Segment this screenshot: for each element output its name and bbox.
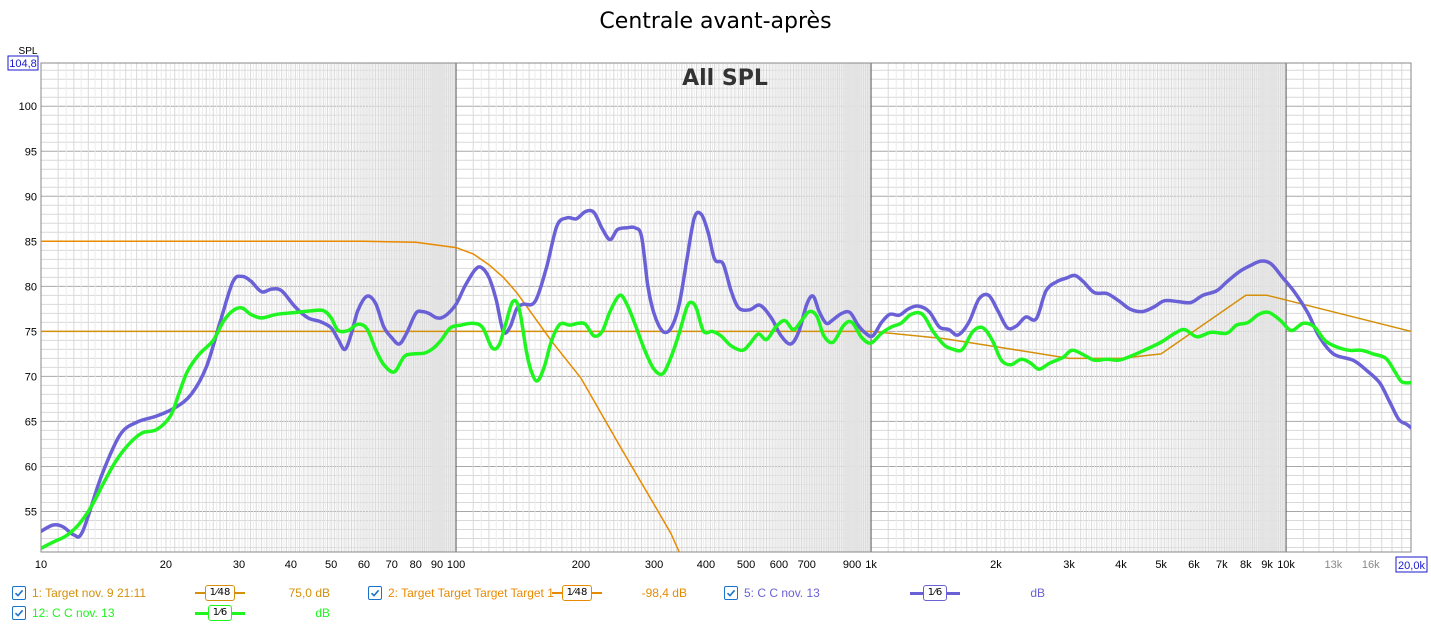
x-tick-label: 90 bbox=[431, 559, 443, 571]
x-tick-label: 4k bbox=[1115, 559, 1127, 571]
series-line-2 bbox=[41, 240, 680, 552]
chart-grid bbox=[40, 62, 1412, 553]
legend-checkbox[interactable] bbox=[12, 606, 26, 620]
y-tick-label: 60 bbox=[25, 461, 37, 473]
legend-checkbox[interactable] bbox=[368, 586, 382, 600]
y-tick-label: 75 bbox=[25, 326, 37, 338]
y-tick-label: 85 bbox=[25, 236, 37, 248]
x-tick-label: 8k bbox=[1240, 559, 1252, 571]
y-tick-label: 90 bbox=[25, 191, 37, 203]
y-tick-label: 95 bbox=[25, 146, 37, 158]
x-tick-label: 30 bbox=[233, 559, 245, 571]
legend-name: 5: C C nov. 13 bbox=[744, 586, 820, 600]
check-icon bbox=[14, 589, 24, 597]
spl-chart[interactable]: 55 60 65 70 75 80 85 90 95 100 10 20 30 40 50 60 70 80 90… bbox=[0, 0, 1431, 583]
x-tick-label: 20 bbox=[160, 559, 172, 571]
legend-name: 2: Target Target Target Target 1 bbox=[388, 586, 554, 600]
x-tick-label: 200 bbox=[572, 559, 590, 571]
legend-checkbox[interactable] bbox=[724, 586, 738, 600]
x-tick-label: 9k bbox=[1261, 559, 1273, 571]
y-max-value: 104,8 bbox=[9, 58, 37, 70]
x-tick-label: 100 bbox=[447, 559, 465, 571]
x-tick-label: 13k bbox=[1324, 559, 1342, 571]
legend-name: 1: Target nov. 9 21:11 bbox=[32, 586, 147, 600]
legend-value: dB bbox=[1030, 586, 1045, 600]
x-tick-label: 50 bbox=[325, 559, 337, 571]
chart-legend: 1: Target nov. 9 21:11 1⁄48 75,0 dB 2: Targ… bbox=[0, 583, 1431, 625]
y-tick-label: 65 bbox=[25, 416, 37, 428]
plot-frame bbox=[40, 62, 1412, 553]
legend-item: 12: C C nov. 13 bbox=[12, 604, 115, 622]
x-tick-label: 80 bbox=[410, 559, 422, 571]
y-axis-label: SPL bbox=[19, 46, 38, 57]
series-line-1 bbox=[41, 294, 1411, 360]
x-tick-label: 60 bbox=[358, 559, 370, 571]
chart-annotation: All SPL bbox=[682, 66, 768, 91]
smoothing-control[interactable]: 1⁄6 bbox=[910, 584, 960, 602]
legend-value: 75,0 dB bbox=[288, 586, 330, 600]
series-line-3 bbox=[41, 208, 1411, 539]
legend-item: 5: C C nov. 13 bbox=[724, 584, 820, 602]
x-tick-label: 700 bbox=[798, 559, 816, 571]
x-tick-label: 2k bbox=[990, 559, 1002, 571]
x-max-box[interactable]: 20,0k bbox=[1395, 556, 1428, 573]
x-tick-label: 10k bbox=[1277, 559, 1295, 571]
smoothing-label: 1⁄48 bbox=[204, 585, 236, 601]
smoothing-control[interactable]: 1⁄48 bbox=[552, 584, 602, 602]
x-axis: 10 20 30 40 50 60 70 80 90 100 200 300 400 500 600 700 9… bbox=[35, 559, 1380, 571]
x-tick-label: 3k bbox=[1063, 559, 1075, 571]
check-icon bbox=[726, 589, 736, 597]
y-tick-label: 100 bbox=[19, 101, 37, 113]
chart-title: Centrale avant-après bbox=[599, 9, 832, 34]
x-tick-label: 7k bbox=[1216, 559, 1228, 571]
y-tick-label: 80 bbox=[25, 281, 37, 293]
x-tick-label: 500 bbox=[737, 559, 755, 571]
legend-item: 2: Target Target Target Target 1 bbox=[368, 584, 554, 602]
x-tick-label: 5k bbox=[1155, 559, 1167, 571]
chart-series bbox=[41, 208, 1411, 552]
x-tick-label: 1k bbox=[865, 559, 877, 571]
smoothing-control[interactable]: 1⁄48 bbox=[195, 584, 245, 602]
legend-value: dB bbox=[315, 606, 330, 620]
x-tick-label: 900 bbox=[843, 559, 861, 571]
x-tick-label: 400 bbox=[697, 559, 715, 571]
legend-checkbox[interactable] bbox=[12, 586, 26, 600]
legend-name: 12: C C nov. 13 bbox=[32, 606, 115, 620]
x-tick-label: 40 bbox=[285, 559, 297, 571]
x-tick-label: 300 bbox=[645, 559, 663, 571]
x-tick-label: 70 bbox=[386, 559, 398, 571]
x-max-value: 20,0k bbox=[1398, 560, 1425, 572]
legend-value: -98,4 dB bbox=[641, 586, 687, 600]
check-icon bbox=[14, 609, 24, 617]
y-max-box[interactable]: 104,8 bbox=[7, 55, 39, 71]
legend-item: 1: Target nov. 9 21:11 bbox=[12, 584, 146, 602]
smoothing-label: 1⁄48 bbox=[561, 585, 593, 601]
check-icon bbox=[370, 589, 380, 597]
series-line-4 bbox=[41, 293, 1411, 551]
x-tick-label: 10 bbox=[35, 559, 47, 571]
smoothing-label: 1⁄6 bbox=[207, 605, 233, 621]
x-tick-label: 600 bbox=[770, 559, 788, 571]
x-tick-label: 6k bbox=[1188, 559, 1200, 571]
y-axis: 55 60 65 70 75 80 85 90 95 100 bbox=[19, 101, 37, 518]
smoothing-label: 1⁄6 bbox=[922, 585, 948, 601]
smoothing-control[interactable]: 1⁄6 bbox=[195, 604, 245, 622]
x-tick-label: 16k bbox=[1362, 559, 1380, 571]
y-tick-label: 55 bbox=[25, 506, 37, 518]
y-tick-label: 70 bbox=[25, 371, 37, 383]
